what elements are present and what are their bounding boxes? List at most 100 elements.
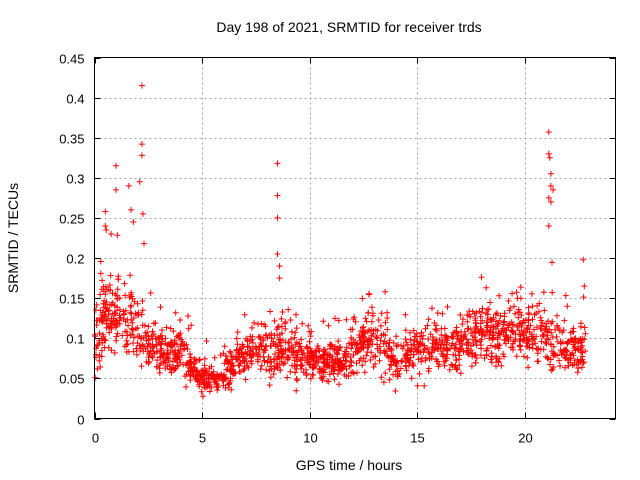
data-point bbox=[503, 327, 509, 334]
data-point bbox=[560, 327, 567, 334]
data-point bbox=[529, 341, 536, 348]
data-point bbox=[368, 349, 375, 356]
data-point bbox=[567, 336, 574, 343]
data-point bbox=[335, 338, 342, 345]
data-point bbox=[302, 366, 309, 373]
data-point bbox=[318, 367, 325, 374]
data-point bbox=[516, 320, 523, 327]
data-point bbox=[415, 348, 422, 355]
data-point bbox=[303, 370, 310, 377]
data-point bbox=[362, 315, 369, 322]
data-point bbox=[185, 313, 192, 319]
data-point bbox=[557, 339, 564, 345]
data-point bbox=[364, 328, 371, 335]
data-point bbox=[392, 388, 399, 394]
data-point bbox=[157, 304, 164, 311]
data-point bbox=[354, 349, 361, 356]
data-point bbox=[130, 334, 137, 341]
data-point bbox=[502, 333, 509, 340]
data-point bbox=[293, 387, 300, 394]
data-point bbox=[464, 347, 470, 354]
data-point bbox=[239, 341, 246, 348]
data-point bbox=[374, 345, 381, 352]
data-point bbox=[370, 364, 377, 370]
data-point bbox=[335, 364, 342, 371]
data-point bbox=[490, 324, 496, 331]
data-point bbox=[157, 354, 163, 361]
data-point bbox=[349, 369, 356, 376]
data-point bbox=[288, 349, 295, 356]
data-point bbox=[471, 310, 478, 317]
data-point bbox=[228, 367, 235, 374]
data-point bbox=[112, 291, 119, 297]
data-point bbox=[383, 348, 389, 355]
data-point bbox=[149, 328, 156, 335]
data-point bbox=[433, 322, 440, 329]
data-point bbox=[298, 357, 305, 364]
data-point bbox=[537, 325, 544, 332]
data-point bbox=[516, 343, 523, 350]
data-point bbox=[577, 323, 584, 330]
data-point bbox=[441, 362, 448, 369]
data-point bbox=[274, 214, 281, 221]
data-point bbox=[549, 366, 556, 373]
data-point bbox=[547, 170, 554, 177]
data-point bbox=[372, 361, 379, 367]
data-point bbox=[292, 369, 299, 376]
data-point bbox=[393, 333, 400, 340]
data-point bbox=[397, 365, 404, 372]
y-tick-label: 0.05 bbox=[59, 372, 84, 387]
data-point bbox=[211, 376, 218, 383]
data-point bbox=[432, 346, 438, 353]
data-point bbox=[579, 364, 585, 371]
data-point bbox=[149, 341, 156, 348]
data-point bbox=[180, 346, 187, 353]
data-point bbox=[97, 291, 104, 298]
data-point bbox=[580, 256, 587, 263]
data-point bbox=[547, 198, 554, 205]
data-point bbox=[393, 363, 400, 369]
data-point bbox=[497, 312, 504, 319]
data-point bbox=[160, 360, 167, 367]
data-point bbox=[562, 364, 568, 371]
data-point bbox=[113, 333, 120, 340]
data-point bbox=[328, 342, 335, 349]
data-point bbox=[538, 317, 545, 324]
data-point bbox=[97, 258, 104, 265]
data-point bbox=[226, 381, 233, 387]
data-point bbox=[249, 352, 256, 359]
y-tick-label: 0 bbox=[77, 413, 84, 428]
data-point bbox=[487, 327, 494, 333]
data-point bbox=[253, 349, 260, 356]
data-point bbox=[478, 309, 485, 316]
data-point bbox=[268, 366, 275, 373]
data-point bbox=[407, 336, 414, 343]
data-point bbox=[564, 339, 571, 346]
data-point bbox=[267, 308, 274, 315]
data-point bbox=[547, 356, 554, 363]
y-tick-label: 0.35 bbox=[59, 132, 84, 147]
data-point bbox=[234, 329, 241, 336]
data-point bbox=[507, 305, 514, 312]
data-point bbox=[282, 320, 289, 327]
data-point bbox=[366, 290, 373, 297]
data-point bbox=[113, 317, 120, 324]
data-point bbox=[571, 357, 578, 364]
data-point bbox=[264, 358, 271, 365]
data-point bbox=[116, 312, 123, 319]
data-point bbox=[479, 305, 486, 312]
data-point bbox=[221, 343, 228, 350]
data-point bbox=[125, 322, 132, 329]
data-point bbox=[113, 162, 119, 169]
data-point bbox=[425, 349, 432, 356]
data-point bbox=[528, 290, 535, 297]
data-point bbox=[304, 359, 311, 366]
data-point bbox=[284, 354, 290, 361]
data-point bbox=[276, 263, 283, 270]
data-point bbox=[395, 342, 401, 348]
data-point bbox=[500, 321, 507, 328]
data-point bbox=[121, 280, 128, 287]
data-point bbox=[134, 300, 141, 307]
data-point bbox=[271, 351, 278, 358]
